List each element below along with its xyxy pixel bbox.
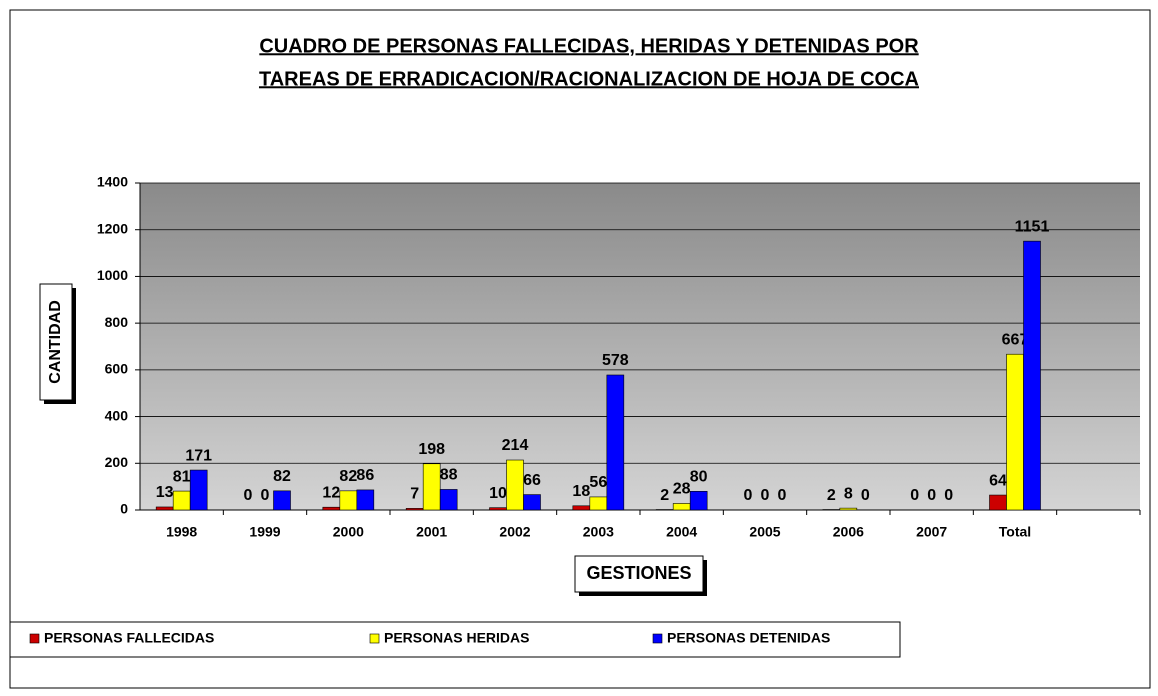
legend-swatch [369,633,380,644]
x-tick-label: Total [999,524,1031,540]
y-tick-label: 0 [120,501,128,517]
bar [989,494,1007,511]
y-tick-label: 400 [105,407,129,423]
bar [1023,240,1041,511]
bar [523,494,541,511]
bar [589,496,608,511]
x-tick-label: 1998 [166,524,197,540]
axis-label-box [574,555,704,593]
value-label: 88 [440,467,458,484]
chart-title: TAREAS DE ERRADICACION/RACIONALIZACION D… [259,68,919,90]
bar [689,491,708,511]
bar [155,506,174,511]
x-tick-label: 2002 [499,524,530,540]
value-label: 18 [572,483,590,500]
value-label: 0 [910,487,919,504]
value-label: 86 [356,467,374,484]
value-label: 214 [502,437,529,454]
value-label: 66 [523,472,541,489]
value-label: 0 [778,487,787,504]
value-label: 10 [489,485,507,502]
bar [1006,353,1024,511]
frame [9,9,1151,689]
y-tick-label: 800 [105,314,129,330]
value-label: 80 [690,469,708,486]
legend [9,621,901,658]
y-tick-label: 200 [105,454,129,470]
value-label: 0 [944,487,953,504]
value-label: 0 [861,487,870,504]
value-label: 28 [673,481,691,498]
x-tick-label: 2007 [916,524,947,540]
plot-area [140,183,1140,510]
bar [606,374,625,511]
axis-label-box [39,283,73,401]
value-label: 13 [156,484,174,501]
bar [356,489,375,511]
chart-title: CUADRO DE PERSONAS FALLECIDAS, HERIDAS Y… [259,35,919,57]
bar [172,490,191,511]
legend-label: PERSONAS DETENIDAS [667,630,830,646]
bar [439,489,458,511]
bar [273,490,291,511]
value-label: 198 [418,441,445,458]
legend-swatch [652,633,663,644]
value-label: 0 [761,487,770,504]
value-label: 64 [989,472,1007,489]
value-label: 0 [744,487,753,504]
y-tick-label: 1000 [97,267,128,283]
value-label: 82 [273,468,291,485]
value-label: 1151 [1015,218,1050,235]
value-label: 2 [660,487,669,504]
value-label: 81 [173,468,191,485]
bar [322,506,341,511]
y-tick-label: 1400 [97,174,128,190]
value-label: 0 [244,487,253,504]
value-label: 578 [602,352,629,369]
x-tick-label: 2005 [749,524,780,540]
bar [506,459,524,511]
value-label: 8 [844,485,853,502]
x-tick-label: 2004 [666,524,697,540]
legend-label: PERSONAS FALLECIDAS [44,630,214,646]
x-axis-label: GESTIONES [586,563,691,583]
x-tick-label: 2000 [333,524,364,540]
bar [405,508,424,511]
bar [189,469,208,511]
legend-label: PERSONAS HERIDAS [384,630,529,646]
bar [339,490,358,511]
bar [489,507,507,511]
x-tick-label: 1999 [249,524,280,540]
value-label: 12 [322,484,340,501]
value-label: 56 [589,474,607,491]
value-label: 7 [410,486,419,503]
x-tick-label: 2003 [583,524,614,540]
x-tick-label: 2006 [833,524,864,540]
y-tick-label: 1200 [97,220,128,236]
bar [422,463,441,511]
value-label: 0 [927,487,936,504]
value-label: 171 [185,447,212,464]
legend-swatch [29,633,40,644]
y-tick-label: 600 [105,361,129,377]
value-label: 82 [339,468,357,485]
value-label: 2 [827,487,836,504]
x-tick-label: 2001 [416,524,447,540]
bar [672,503,691,511]
bar [572,505,591,511]
value-label: 667 [1002,331,1029,348]
bar [839,507,858,511]
value-label: 0 [261,487,270,504]
y-axis-label: CANTIDAD [47,300,64,384]
